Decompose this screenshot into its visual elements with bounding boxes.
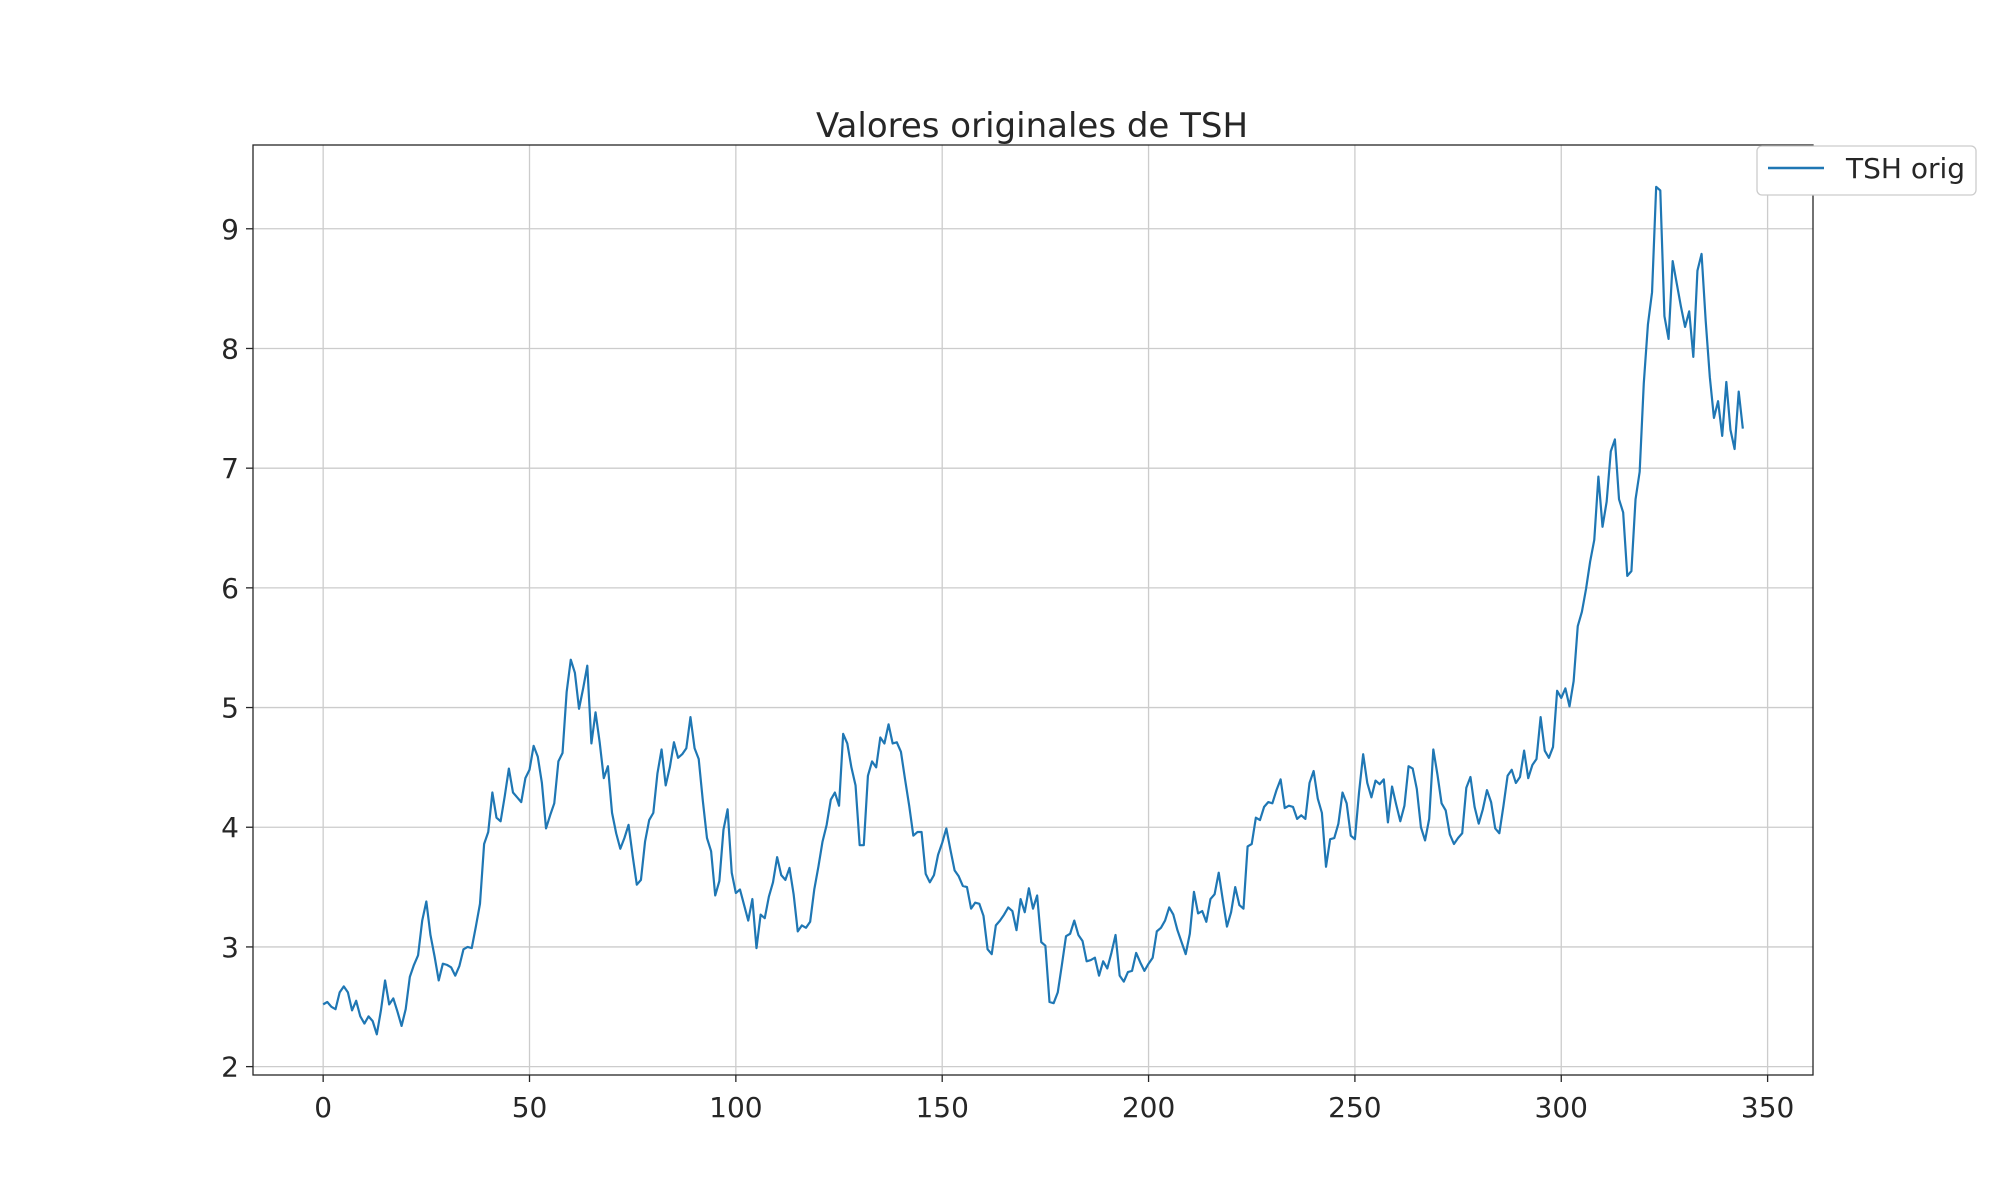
plot-area-frame	[252, 144, 1814, 1076]
x-tick-label: 150	[915, 1091, 968, 1124]
x-tick-label: 300	[1535, 1091, 1588, 1124]
legend-label-tsh-orig: TSH orig	[1845, 152, 1965, 185]
series-line-tsh-orig	[322, 185, 1744, 1036]
legend: TSH orig	[1756, 145, 1977, 196]
chart-title: Valores originales de TSH	[816, 106, 1248, 146]
x-tick-label: 350	[1741, 1091, 1794, 1124]
x-axis-ticks: 0 50 100 150 200 250 300 350	[314, 1075, 1794, 1124]
x-tick-label: 50	[512, 1091, 548, 1124]
y-tick-label: 3	[221, 931, 239, 964]
y-tick-label: 8	[221, 332, 239, 365]
x-tick-label: 100	[709, 1091, 762, 1124]
x-tick-label: 250	[1328, 1091, 1381, 1124]
y-tick-label: 7	[221, 452, 239, 485]
y-tick-label: 2	[221, 1051, 239, 1084]
y-tick-label: 4	[221, 811, 239, 844]
legend-box	[1756, 145, 1977, 196]
y-tick-label: 6	[221, 572, 239, 605]
y-axis-ticks: 2 3 4 5 6 7 8 9	[221, 213, 253, 1084]
series-layer	[322, 185, 1744, 1036]
x-tick-label: 0	[314, 1091, 332, 1124]
x-tick-label: 200	[1122, 1091, 1175, 1124]
y-tick-label: 5	[221, 692, 239, 725]
grid-lines	[253, 145, 1813, 1075]
y-tick-label: 9	[221, 213, 239, 246]
